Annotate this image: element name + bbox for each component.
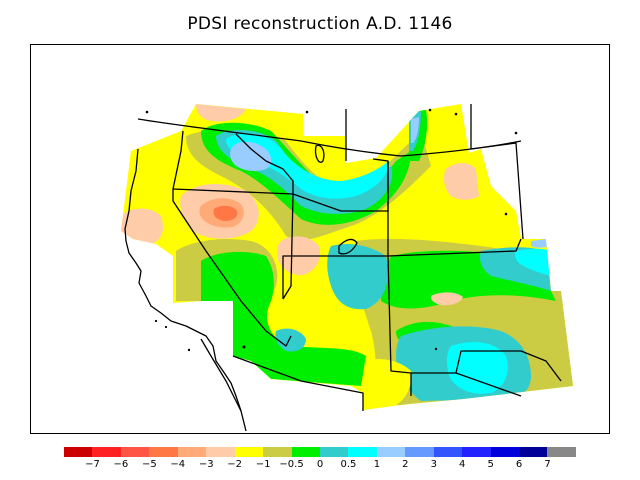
colorbar-tick-label: −6 [113,459,129,470]
colorbar-swatch [206,447,235,457]
ca-nv-border [172,189,292,347]
region-peach-south [430,292,463,306]
pacific-coastline [124,148,242,412]
colorbar-swatch [234,447,264,457]
colorbar-swatch [177,447,207,457]
co-nm-border [387,255,412,396]
colorbar-tick-label: 1 [373,459,381,470]
ut-az-border [282,255,388,299]
map-frame [30,44,610,434]
yellowstone-lake [314,144,325,163]
colorbar-tick-label: 3 [430,459,437,470]
colorbar-tick-label: −4 [170,459,186,470]
colorbar-swatch [462,447,491,457]
nv-ut-border [282,193,294,300]
ok-border [455,350,562,382]
colorbar-tick-label: −5 [141,459,157,470]
island-mark [514,131,518,135]
island-mark [454,112,458,116]
pdsi-map [121,104,573,432]
colorbar-tick-label: 7 [544,459,551,470]
baja-coast [200,338,247,432]
region-peach-west [121,208,163,244]
colorbar-tick-label: 2 [402,459,409,470]
colorbar-labels: −7 −6 −5 −4 −3 −2 −1 −0.5 0 0.5 1 2 3 4 5 6 7 [0,459,640,473]
colorbar-swatch [405,447,434,457]
colorbar-swatch [519,447,548,457]
id-mt-border [235,133,294,194]
colorbar-swatch [291,447,320,457]
wy-borders [292,158,389,212]
colorbar-swatch [490,447,519,457]
co-ks-border [387,238,522,257]
region-green-central [201,251,366,386]
region-cyan-east [515,248,551,276]
island-mark [434,347,438,351]
colorbar-tick-label: 4 [459,459,466,470]
great-salt-lake [338,238,358,255]
region-cyan-south [446,342,508,394]
colorbar-tick-label: 0.5 [340,459,357,470]
colorbar [64,447,576,457]
colorbar-swatch [319,447,349,457]
chart-title: PDSI reconstruction A.D. 1146 [187,14,453,34]
region-peach-ne [443,163,479,200]
island-mark [504,212,508,216]
or-id-border [172,130,184,190]
colorbar-tick-label: −1 [255,459,271,470]
colorbar-swatch [348,447,377,457]
us-canada-border [137,118,522,157]
region-teal-west [275,328,306,352]
colorbar-swatch [547,447,576,457]
colorbar-swatch [433,447,463,457]
region-peach-nw [196,104,246,122]
island-mark [187,348,191,352]
colorbar-swatch [120,447,150,457]
boundaries [124,104,562,432]
colorbar-tick-label: −2 [227,459,243,470]
sd-ne-border [470,142,524,240]
islands [145,108,518,352]
colorbar-swatch [376,447,406,457]
region-light-blue [230,141,272,172]
island-mark [428,108,432,112]
or-nv-border [172,188,294,195]
region-teal-central [327,244,388,310]
island-mark [305,110,309,114]
colorbar-tick-label: −3 [198,459,214,470]
colorbar-swatch [149,447,178,457]
region-light-blue-ne [411,117,419,143]
colorbar-tick-label: 0 [316,459,324,470]
colorbar-tick-label: −0.5 [279,459,304,470]
az-mexico-border [232,355,364,411]
island-mark [164,325,168,329]
island-mark [154,319,158,323]
colorbar-swatch [64,447,93,457]
region-orange-central [213,205,238,221]
island-mark [145,110,149,114]
colorbar-swatch [263,447,292,457]
island-mark [242,345,246,349]
colorbar-tick-label: 6 [515,459,523,470]
region-cyan-north [226,133,389,199]
colorbar-tick-label: −7 [85,459,100,470]
region-light-blue-e [531,239,547,248]
colorbar-tick-label: 5 [487,459,494,470]
colorbar-swatch [92,447,121,457]
